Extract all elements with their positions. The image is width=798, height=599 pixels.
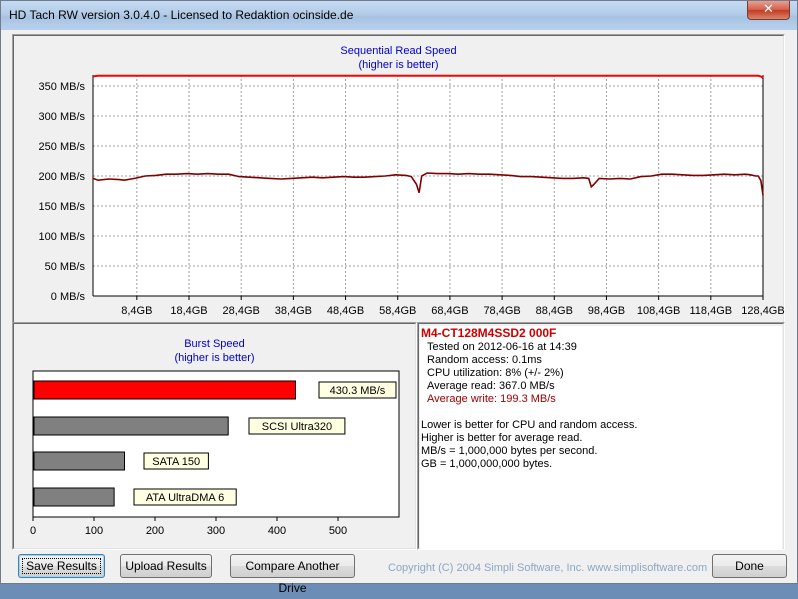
burst-chart-title: Burst Speed xyxy=(184,338,245,350)
window-title: HD Tach RW version 3.0.4.0 - Licensed to… xyxy=(9,8,354,22)
copyright-text: Copyright (C) 2004 Simpli Software, Inc.… xyxy=(388,562,708,574)
x-tick-label: 78,4GB xyxy=(483,305,520,317)
x-tick-label: 8,4GB xyxy=(121,305,152,317)
note-higher-better: Higher is better for average read. xyxy=(421,432,583,444)
done-button[interactable]: Done xyxy=(712,554,787,578)
burst-label-box xyxy=(143,452,209,470)
burst-label-box xyxy=(318,381,397,399)
x-tick-label: 88,4GB xyxy=(536,305,573,317)
burst-speed-chart: 430.3 MB/s SCSI Ultra320 SATA 150 ATA Ultra… xyxy=(30,370,400,537)
close-button[interactable]: ✕ xyxy=(747,1,790,20)
burst-bar xyxy=(33,416,229,436)
done-label: Done xyxy=(735,559,764,573)
sequential-chart-title: Sequential Read Speed xyxy=(340,45,457,57)
sequential-chart-subtitle: (higher is better) xyxy=(358,59,439,71)
compare-drive-label: Compare Another Drive xyxy=(245,559,340,595)
title-bar[interactable]: HD Tach RW version 3.0.4.0 - Licensed to… xyxy=(1,1,797,30)
read-speed-line xyxy=(92,74,764,79)
y-tick-label: 50 MB/s xyxy=(45,261,86,273)
y-tick-label: 100 MB/s xyxy=(39,231,86,243)
drive-model: M4-CT128M4SSD2 000F xyxy=(421,326,557,340)
compare-drive-button[interactable]: Compare Another Drive xyxy=(230,554,355,595)
write-speed-line xyxy=(92,172,764,196)
burst-bar xyxy=(33,451,125,471)
burst-x-tick-label: 300 xyxy=(207,525,225,537)
average-write: Average write: 199.3 MB/s xyxy=(427,393,556,405)
average-read: Average read: 367.0 MB/s xyxy=(427,380,555,392)
y-tick-label: 250 MB/s xyxy=(39,141,86,153)
x-tick-label: 48,4GB xyxy=(327,305,364,317)
burst-x-tick-label: 400 xyxy=(268,525,286,537)
burst-x-tick-label: 200 xyxy=(146,525,164,537)
burst-bar xyxy=(33,380,296,400)
burst-label-box xyxy=(133,488,237,506)
burst-label-box xyxy=(248,417,346,435)
save-results-label: Save Results xyxy=(26,559,97,573)
y-tick-label: 300 MB/s xyxy=(39,111,86,123)
x-tick-label: 38,4GB xyxy=(275,305,312,317)
y-tick-label: 350 MB/s xyxy=(39,81,86,93)
burst-x-tick-label: 0 xyxy=(30,525,36,537)
close-icon: ✕ xyxy=(763,2,774,17)
burst-label: 430.3 MB/s xyxy=(330,385,386,397)
upload-results-label: Upload Results xyxy=(125,559,207,573)
upload-results-button[interactable]: Upload Results xyxy=(120,554,212,578)
plot-area xyxy=(93,75,763,296)
burst-label: SATA 150 xyxy=(152,456,200,468)
x-tick-label: 128,4GB xyxy=(741,305,784,317)
y-tick-label: 200 MB/s xyxy=(39,171,86,183)
burst-x-tick-label: 100 xyxy=(85,525,103,537)
x-tick-label: 118,4GB xyxy=(690,305,733,317)
sequential-read-chart: 0 MB/s 50 MB/s 100 MB/s 150 MB/s 200 MB/s 250… xyxy=(39,74,785,317)
burst-chart-subtitle: (higher is better) xyxy=(174,352,255,364)
x-tick-label: 18,4GB xyxy=(170,305,207,317)
burst-x-tick-label: 500 xyxy=(329,525,347,537)
tested-on: Tested on 2012-06-16 at 14:39 xyxy=(427,341,577,353)
save-results-button[interactable]: Save Results xyxy=(18,554,105,578)
burst-label: ATA UltraDMA 6 xyxy=(146,492,224,504)
cpu-utilization: CPU utilization: 8% (+/- 2%) xyxy=(427,367,564,379)
x-tick-label: 28,4GB xyxy=(223,305,260,317)
burst-label: SCSI Ultra320 xyxy=(262,421,332,433)
note-mbs: MB/s = 1,000,000 bytes per second. xyxy=(421,445,598,457)
results-info: M4-CT128M4SSD2 000F Tested on 2012-06-16… xyxy=(420,326,782,550)
x-tick-label: 68,4GB xyxy=(431,305,468,317)
note-gb: GB = 1,000,000,000 bytes. xyxy=(421,458,553,470)
y-tick-label: 150 MB/s xyxy=(39,201,86,213)
y-tick-label: 0 MB/s xyxy=(51,291,86,303)
note-lower-better: Lower is better for CPU and random acces… xyxy=(421,419,638,431)
x-tick-label: 58,4GB xyxy=(379,305,416,317)
burst-bar xyxy=(33,487,115,507)
burst-chart-panel: Burst Speed (higher is better) xyxy=(12,322,417,550)
x-tick-label: 98,4GB xyxy=(588,305,625,317)
random-access: Random access: 0.1ms xyxy=(427,354,542,366)
x-tick-label: 108,4GB xyxy=(637,305,680,317)
